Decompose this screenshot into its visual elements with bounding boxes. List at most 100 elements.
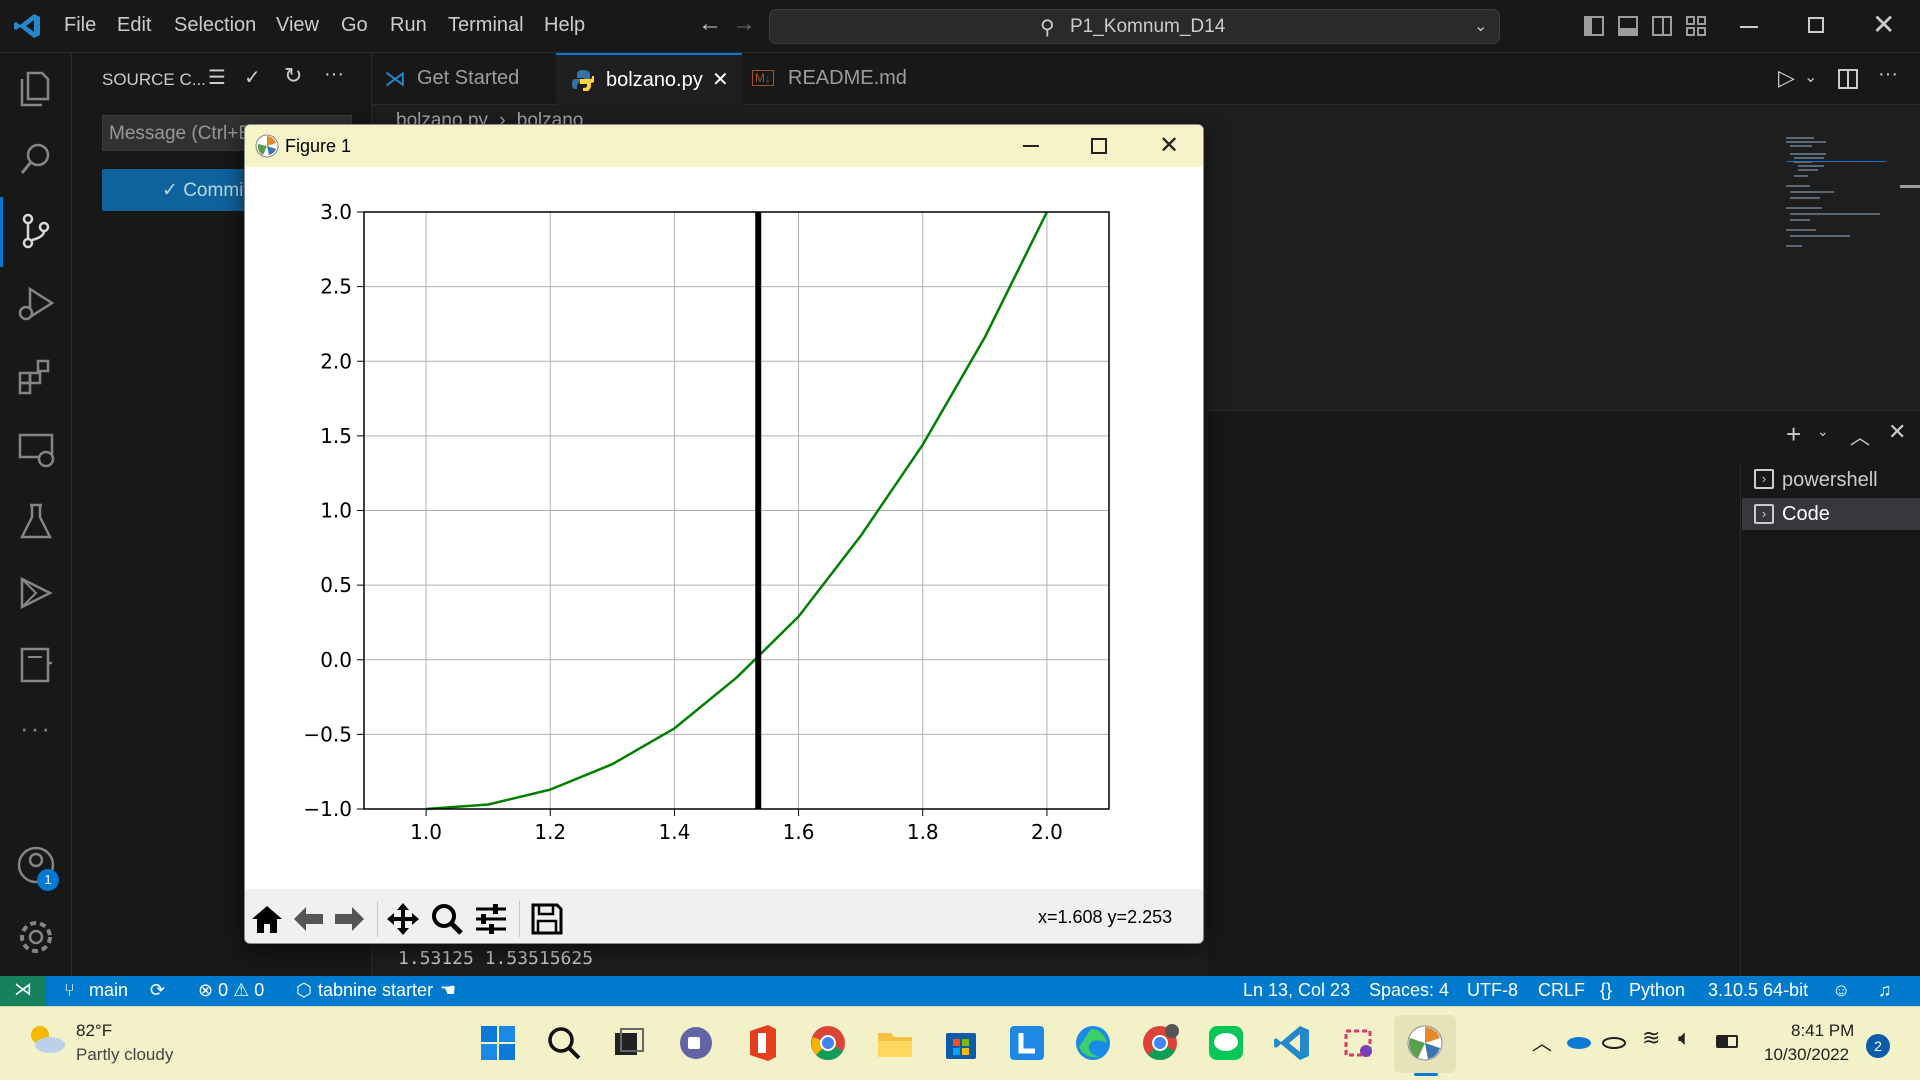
maximize-panel-icon[interactable]: ︿	[1850, 427, 1870, 449]
split-editor-icon[interactable]	[1838, 69, 1858, 89]
onedrive-personal-icon[interactable]	[1600, 1033, 1626, 1049]
windows-start-icon[interactable]	[478, 1023, 518, 1063]
editor-more-actions-icon[interactable]: ···	[1878, 63, 1898, 85]
toggle-panel-icon[interactable]	[1618, 16, 1638, 36]
figure-maximize-icon[interactable]	[1091, 138, 1107, 154]
toggle-sidebar-icon[interactable]	[1584, 16, 1604, 36]
remote-indicator[interactable]: ⋊	[0, 976, 46, 1006]
figure-close-icon[interactable]: ✕	[1159, 132, 1180, 159]
git-branch[interactable]: main	[89, 980, 129, 1000]
encoding[interactable]: UTF-8	[1467, 980, 1518, 1000]
run-python-file-icon[interactable]: ▷	[1778, 65, 1795, 90]
settings-gear-icon[interactable]	[14, 915, 58, 959]
testing-icon[interactable]	[14, 499, 58, 543]
tab-bolzano-py[interactable]: bolzano.py ✕	[556, 53, 742, 105]
vscode-taskbar-icon[interactable]	[1272, 1023, 1312, 1063]
menu-selection[interactable]: Selection	[174, 14, 257, 36]
menu-help[interactable]: Help	[544, 14, 586, 36]
show-hidden-icons-icon[interactable]: ︿	[1532, 1033, 1552, 1055]
matplotlib-taskbar-icon[interactable]	[1405, 1023, 1445, 1063]
menu-go[interactable]: Go	[341, 14, 368, 36]
figure-minimize-icon[interactable]	[1023, 145, 1039, 147]
zoom-icon[interactable]	[429, 901, 465, 937]
remote-explorer-icon[interactable]	[14, 427, 58, 471]
close-window-icon[interactable]: ✕	[1872, 9, 1896, 40]
restore-icon[interactable]	[1808, 17, 1824, 33]
end-of-line[interactable]: CRLF	[1538, 980, 1586, 1000]
language-mode[interactable]: Python	[1629, 980, 1686, 1000]
clock-time[interactable]: 8:41 PM	[1791, 1021, 1855, 1040]
line-messenger-icon[interactable]	[1206, 1023, 1246, 1063]
file-explorer-icon[interactable]	[875, 1023, 915, 1063]
back-arrow-icon[interactable]: ←	[698, 10, 722, 37]
run-debug-icon[interactable]	[14, 281, 58, 325]
close-tab-icon[interactable]: ✕	[712, 69, 729, 91]
minimize-icon[interactable]	[1740, 26, 1758, 28]
menu-edit[interactable]: Edit	[117, 14, 152, 36]
command-center-search[interactable]: ⚲ P1_Komnum_D14 ⌄	[769, 9, 1500, 44]
close-panel-icon[interactable]: ✕	[1888, 419, 1907, 444]
matplotlib-figure-window[interactable]: Figure 1 ✕ 1.0 1.2 1.4 1.6 1.8 2.0 3.0 2.5 2.0 1.…	[244, 124, 1204, 944]
chrome-icon[interactable]	[808, 1023, 848, 1063]
customize-layout-icon[interactable]	[1686, 16, 1706, 36]
toggle-secondary-sidebar-icon[interactable]	[1652, 16, 1672, 36]
tab-get-started[interactable]: ⋊ Get Started	[372, 53, 552, 105]
back-icon[interactable]	[291, 901, 327, 937]
commit-check-icon[interactable]: ✓	[244, 67, 261, 89]
view-as-tree-icon[interactable]: ☰	[208, 67, 226, 89]
notification-badge[interactable]: 2	[1866, 1034, 1890, 1058]
tabnine-status[interactable]: tabnine starter	[318, 980, 434, 1000]
source-control-icon[interactable]	[14, 209, 58, 253]
pan-icon[interactable]	[385, 901, 421, 937]
python-interpreter[interactable]: 3.10.5 64-bit	[1708, 980, 1809, 1000]
configure-subplots-icon[interactable]	[473, 901, 509, 937]
clock-date[interactable]: 10/30/2022	[1764, 1045, 1850, 1064]
problems-count[interactable]: ⊗ 0 ⚠ 0	[198, 980, 265, 1000]
menu-file[interactable]: File	[64, 14, 97, 36]
forward-icon[interactable]	[331, 901, 367, 937]
menu-view[interactable]: View	[276, 14, 319, 36]
new-terminal-icon[interactable]: +	[1786, 419, 1802, 449]
snipping-tool-icon[interactable]	[1338, 1023, 1378, 1063]
cursor-position[interactable]: Ln 13, Col 23	[1243, 980, 1351, 1000]
sync-icon[interactable]: ⟳	[150, 980, 166, 1000]
weather-temperature[interactable]: 82°F	[76, 1021, 113, 1040]
save-figure-icon[interactable]	[529, 901, 565, 937]
wifi-icon[interactable]: ≋	[1642, 1025, 1661, 1050]
home-icon[interactable]	[249, 901, 285, 937]
scrollbar-thumb[interactable]	[1900, 185, 1920, 188]
terminal-tab-powershell[interactable]: › powershell	[1742, 465, 1920, 497]
minimap[interactable]	[1786, 135, 1886, 255]
menu-run[interactable]: Run	[390, 14, 427, 36]
figure-titlebar[interactable]: Figure 1 ✕	[245, 125, 1203, 167]
more-icon[interactable]: ···	[20, 713, 52, 743]
teams-chat-icon[interactable]	[676, 1023, 716, 1063]
more-actions-icon[interactable]: ···	[324, 63, 344, 85]
onedrive-icon[interactable]	[1565, 1033, 1591, 1049]
app-l-icon[interactable]	[1007, 1023, 1047, 1063]
account-icon[interactable]	[14, 843, 58, 887]
weather-cloud-icon[interactable]	[26, 1023, 66, 1055]
feedback-icon[interactable]: ☺	[1832, 980, 1851, 1000]
terminal-tab-code[interactable]: › Code	[1742, 498, 1920, 530]
forward-arrow-icon[interactable]: →	[732, 10, 756, 37]
tab-readme-md[interactable]: M↓ README.md	[746, 53, 936, 105]
volume-icon[interactable]: 🔈︎	[1678, 1025, 1692, 1050]
taskbar-search-icon[interactable]	[544, 1023, 584, 1063]
refresh-icon[interactable]: ↻	[284, 63, 303, 88]
live-share-icon[interactable]	[14, 571, 58, 615]
search-icon[interactable]	[14, 137, 58, 181]
indentation[interactable]: Spaces: 4	[1369, 980, 1450, 1000]
menu-terminal[interactable]: Terminal	[448, 14, 524, 36]
chevron-down-icon[interactable]: ⌄	[1474, 18, 1488, 35]
explorer-icon[interactable]	[14, 65, 58, 109]
battery-icon[interactable]	[1716, 1035, 1738, 1048]
chrome-profile-icon[interactable]	[1140, 1023, 1180, 1063]
notebook-icon[interactable]	[14, 643, 58, 687]
edge-icon[interactable]	[1073, 1023, 1113, 1063]
plot-canvas[interactable]: 1.0 1.2 1.4 1.6 1.8 2.0 3.0 2.5 2.0 1.5 1.0 0.5 0.0 −…	[245, 167, 1204, 889]
terminal-dropdown-icon[interactable]: ⌄	[1817, 423, 1829, 439]
task-view-icon[interactable]	[609, 1023, 649, 1063]
run-dropdown-icon[interactable]: ⌄	[1804, 69, 1818, 86]
office-icon[interactable]	[742, 1023, 782, 1063]
